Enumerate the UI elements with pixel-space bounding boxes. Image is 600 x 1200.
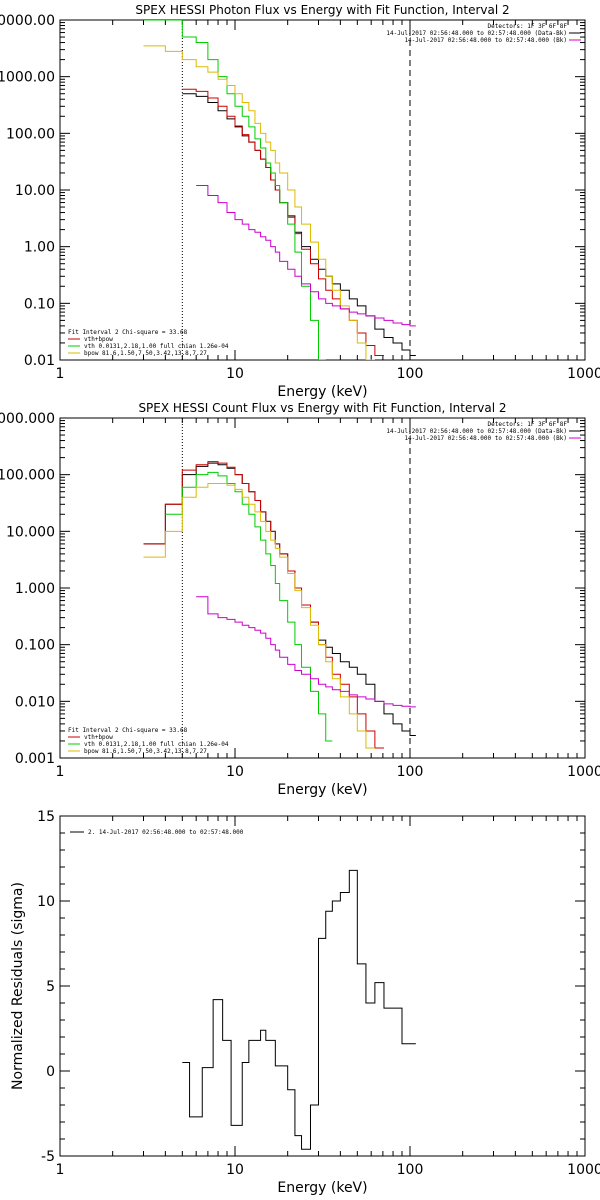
y-tick-label-3: 0 <box>46 1064 55 1080</box>
legend-entry-2: 14-Jul-2017 02:56:48.000 to 02:57:48.000… <box>404 435 567 442</box>
legend-entry-3: 2. 14-Jul-2017 02:56:48.000 to 02:57:48.… <box>88 829 244 836</box>
y-tick-label-2: 100.000 <box>0 468 55 484</box>
x-tick-label-3: 1000 <box>567 1162 600 1178</box>
x-tick-label-2: 1 <box>56 764 65 780</box>
legend-entry-2: Detectors: 1F 3F 6F 8F <box>488 421 568 428</box>
chart-title-2: SPEX HESSI Count Flux vs Energy with Fit… <box>138 401 506 415</box>
y-tick-label-3: -5 <box>41 1149 55 1165</box>
y-tick-label-2: 1.000 <box>15 581 55 597</box>
y-tick-label-2: 0.100 <box>15 638 55 654</box>
y-tick-label-2: 1000.000 <box>0 411 55 427</box>
legend-entry-1: vth+bpow <box>84 336 113 343</box>
x-tick-label-2: 10 <box>226 764 244 780</box>
y-tick-label-3: 15 <box>37 809 55 825</box>
y-tick-label-1: 0.10 <box>24 296 55 312</box>
x-axis-label-3: Energy (keV) <box>277 1180 367 1196</box>
chart-title-1: SPEX HESSI Photon Flux vs Energy with Fi… <box>135 3 509 17</box>
legend-entry-1: bpow 81.6,1.50,7.50,3.42,13.8,7.27 <box>84 350 207 357</box>
x-tick-label-2: 100 <box>397 764 424 780</box>
series-residuals-3 <box>182 869 416 1150</box>
y-tick-label-2: 10.000 <box>6 524 55 540</box>
series-data-bk-1 <box>182 93 416 357</box>
legend-entry-1: Fit Interval 2 Chi-square = 33.68 <box>68 329 188 336</box>
x-tick-label-3: 1 <box>56 1162 65 1178</box>
x-tick-label-3: 100 <box>397 1162 424 1178</box>
x-tick-label-2: 1000 <box>567 764 600 780</box>
legend-entry-2: vth 0.0131,2.18,1.00 full chian 1.26e-04 <box>84 741 229 748</box>
y-tick-label-1: 100.00 <box>6 126 55 142</box>
y-tick-label-3: 5 <box>46 979 55 995</box>
y-tick-label-2: 0.001 <box>15 751 55 767</box>
x-axis-label-1: Energy (keV) <box>277 384 367 400</box>
series-vth-2 <box>165 471 333 742</box>
y-tick-label-1: 10.00 <box>15 183 55 199</box>
legend-entry-1: vth 0.0131,2.18,1.00 full chian 1.26e-04 <box>84 343 229 350</box>
legend-entry-1: 14-Jul-2017 02:56:48.000 to 02:57:48.000… <box>386 30 567 37</box>
series-bk-2 <box>196 596 416 708</box>
x-tick-label-1: 10 <box>226 366 244 382</box>
x-axis-label-2: Energy (keV) <box>277 782 367 798</box>
y-tick-label-3: 10 <box>37 894 55 910</box>
legend-entry-2: 14-Jul-2017 02:56:48.000 to 02:57:48.000… <box>386 428 567 435</box>
plot-frame-1 <box>59 19 586 361</box>
y-tick-label-1: 1.00 <box>24 240 55 256</box>
y-axis-label-3: Normalized Residuals (sigma) <box>10 882 26 1090</box>
series-bk-1 <box>196 185 416 327</box>
y-tick-label-1: 1000.00 <box>0 70 55 86</box>
series-bpow-2 <box>143 482 375 749</box>
y-tick-label-1: 10000.00 <box>0 13 55 29</box>
legend-entry-1: Detectors: 1F 3F 6F 8F <box>488 23 568 30</box>
plot-frame-2 <box>59 417 586 759</box>
series-vth-bpow-2 <box>143 461 384 749</box>
legend-entry-2: Fit Interval 2 Chi-square = 33.68 <box>68 727 188 734</box>
series-vth-1 <box>143 20 326 360</box>
legend-entry-2: vth+bpow <box>84 734 113 741</box>
series-vth-bpow-1 <box>182 88 384 357</box>
legend-entry-2: bpow 81.6,1.50,7.50,3.42,13.8,7.27 <box>84 748 207 755</box>
y-tick-label-1: 0.01 <box>24 353 55 369</box>
series-bpow-1 <box>143 45 375 360</box>
legend-entry-1: 14-Jul-2017 02:56:48.000 to 02:57:48.000… <box>404 37 567 44</box>
x-tick-label-1: 1000 <box>567 366 600 382</box>
x-tick-label-1: 100 <box>397 366 424 382</box>
plot-frame-3 <box>59 815 586 1157</box>
y-tick-label-2: 0.010 <box>15 694 55 710</box>
x-tick-label-3: 10 <box>226 1162 244 1178</box>
x-tick-label-1: 1 <box>56 366 65 382</box>
